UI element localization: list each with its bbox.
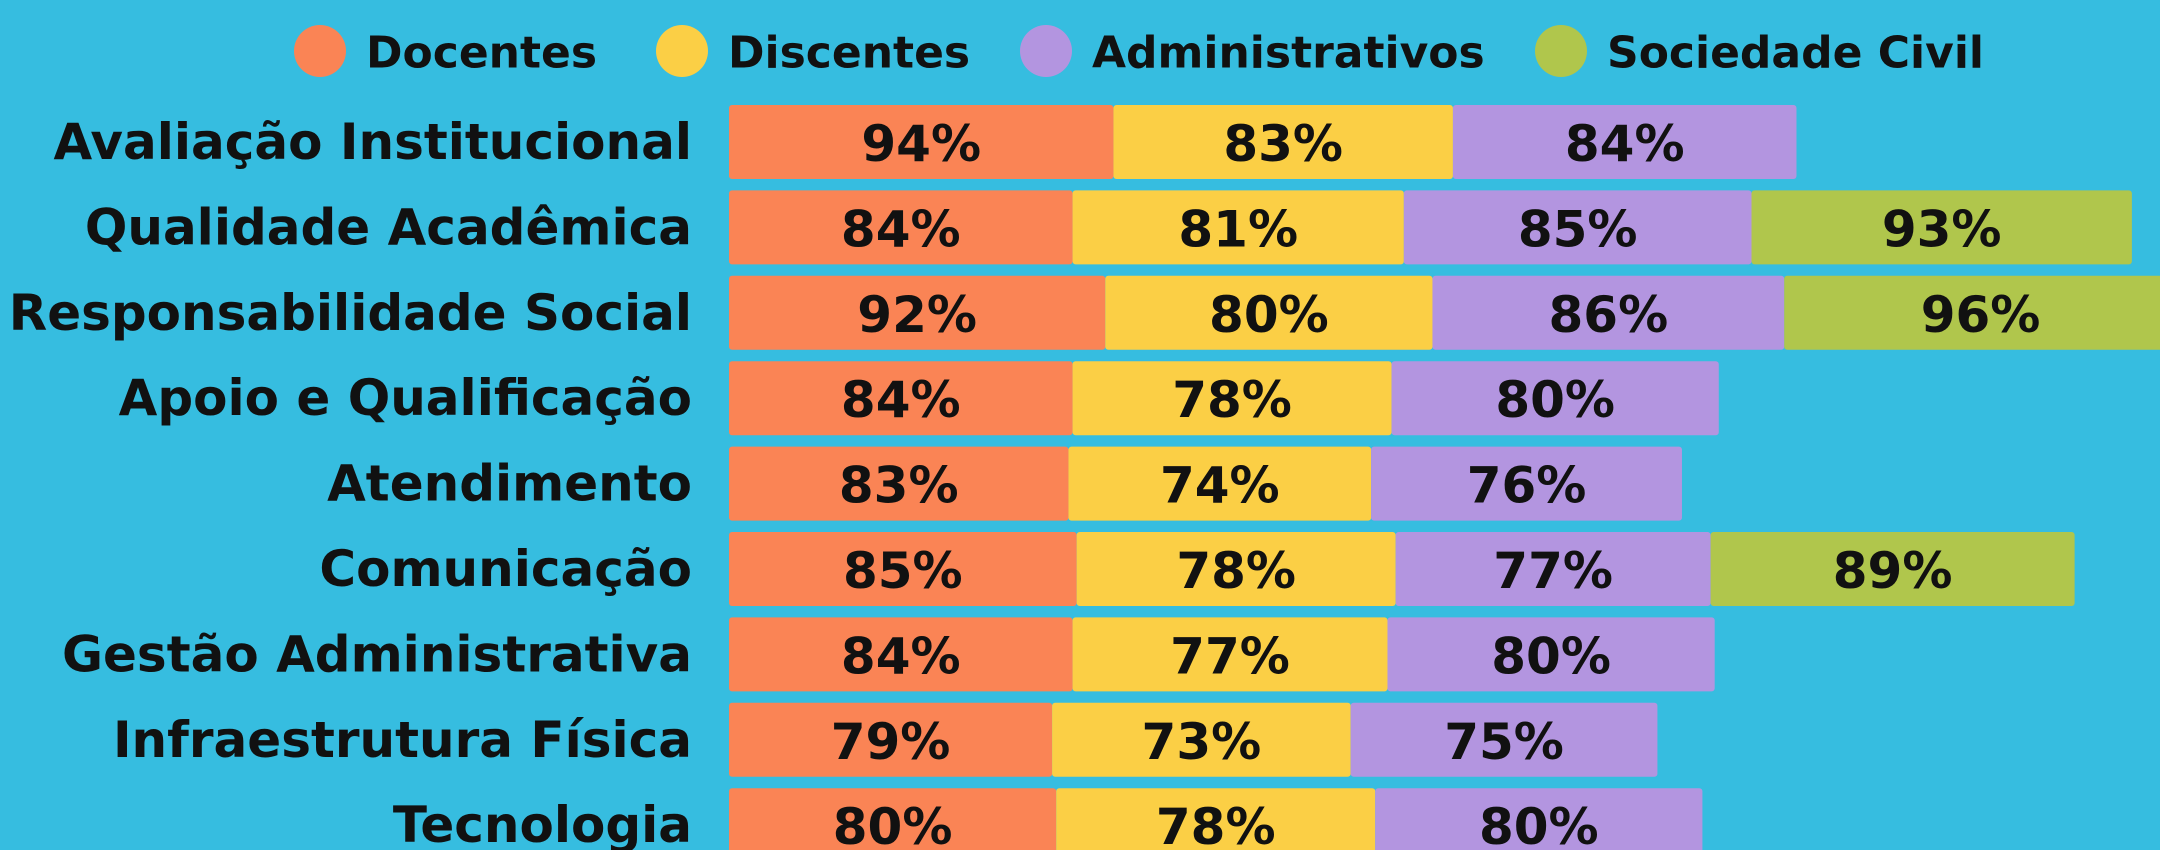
legend-label: Sociedade Civil bbox=[1607, 28, 1984, 79]
category-label: Comunicação bbox=[319, 540, 692, 598]
value-label: 93% bbox=[1882, 200, 2002, 258]
category-label: Apoio e Qualificação bbox=[119, 369, 692, 427]
category-label: Qualidade Acadêmica bbox=[85, 198, 692, 256]
value-label: 94% bbox=[861, 115, 981, 173]
value-label: 80% bbox=[1479, 798, 1599, 850]
category-label: Tecnologia bbox=[393, 796, 692, 850]
legend-swatch bbox=[656, 25, 708, 77]
value-label: 77% bbox=[1493, 542, 1613, 600]
category-label: Gestão Administrativa bbox=[62, 625, 692, 683]
category-label: Avaliação Institucional bbox=[53, 113, 692, 171]
value-label: 76% bbox=[1467, 457, 1587, 515]
value-label: 75% bbox=[1444, 713, 1564, 771]
value-label: 78% bbox=[1156, 798, 1276, 850]
value-label: 89% bbox=[1833, 542, 1953, 600]
value-label: 85% bbox=[1518, 200, 1638, 258]
legend-swatch bbox=[1535, 25, 1587, 77]
value-label: 92% bbox=[857, 286, 977, 344]
value-label: 83% bbox=[1223, 115, 1343, 173]
legend-swatch bbox=[294, 25, 346, 77]
value-label: 96% bbox=[1921, 286, 2041, 344]
legend-label: Discentes bbox=[728, 28, 970, 79]
value-label: 81% bbox=[1178, 200, 1298, 258]
value-label: 80% bbox=[1495, 371, 1615, 429]
value-label: 78% bbox=[1176, 542, 1296, 600]
value-label: 84% bbox=[841, 627, 961, 685]
value-label: 80% bbox=[833, 798, 953, 850]
value-label: 73% bbox=[1142, 713, 1262, 771]
category-label: Atendimento bbox=[327, 455, 692, 513]
value-label: 86% bbox=[1549, 286, 1669, 344]
value-label: 80% bbox=[1209, 286, 1329, 344]
value-label: 79% bbox=[831, 713, 951, 771]
chart: Docentes Discentes Administrativos Sociedad… bbox=[0, 0, 2160, 850]
value-label: 84% bbox=[841, 371, 961, 429]
value-label: 84% bbox=[841, 200, 961, 258]
category-label: Responsabilidade Social bbox=[9, 284, 692, 342]
page: Docentes Discentes Administrativos Sociedad… bbox=[0, 0, 2160, 850]
value-label: 77% bbox=[1170, 627, 1290, 685]
value-label: 74% bbox=[1160, 457, 1280, 515]
value-label: 83% bbox=[839, 457, 959, 515]
legend-swatch bbox=[1020, 25, 1072, 77]
value-label: 80% bbox=[1491, 627, 1611, 685]
legend-label: Docentes bbox=[366, 28, 597, 79]
legend-label: Administrativos bbox=[1092, 28, 1485, 79]
value-label: 84% bbox=[1565, 115, 1685, 173]
value-label: 78% bbox=[1172, 371, 1292, 429]
value-label: 85% bbox=[843, 542, 963, 600]
category-label: Infraestrutura Física bbox=[113, 711, 692, 769]
